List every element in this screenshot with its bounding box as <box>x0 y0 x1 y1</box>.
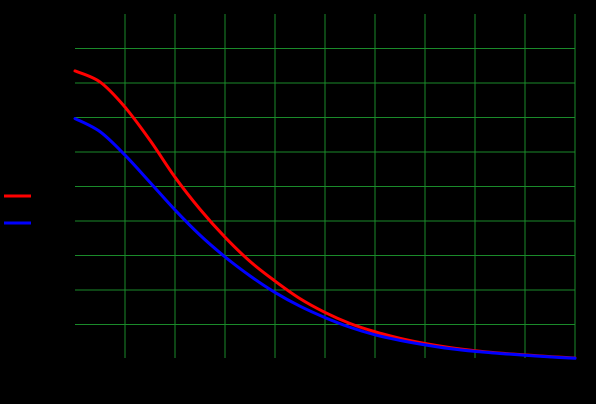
series-line-2 <box>73 117 577 360</box>
legend <box>4 194 31 225</box>
grid-lines <box>75 14 576 358</box>
series-lines <box>73 69 577 360</box>
